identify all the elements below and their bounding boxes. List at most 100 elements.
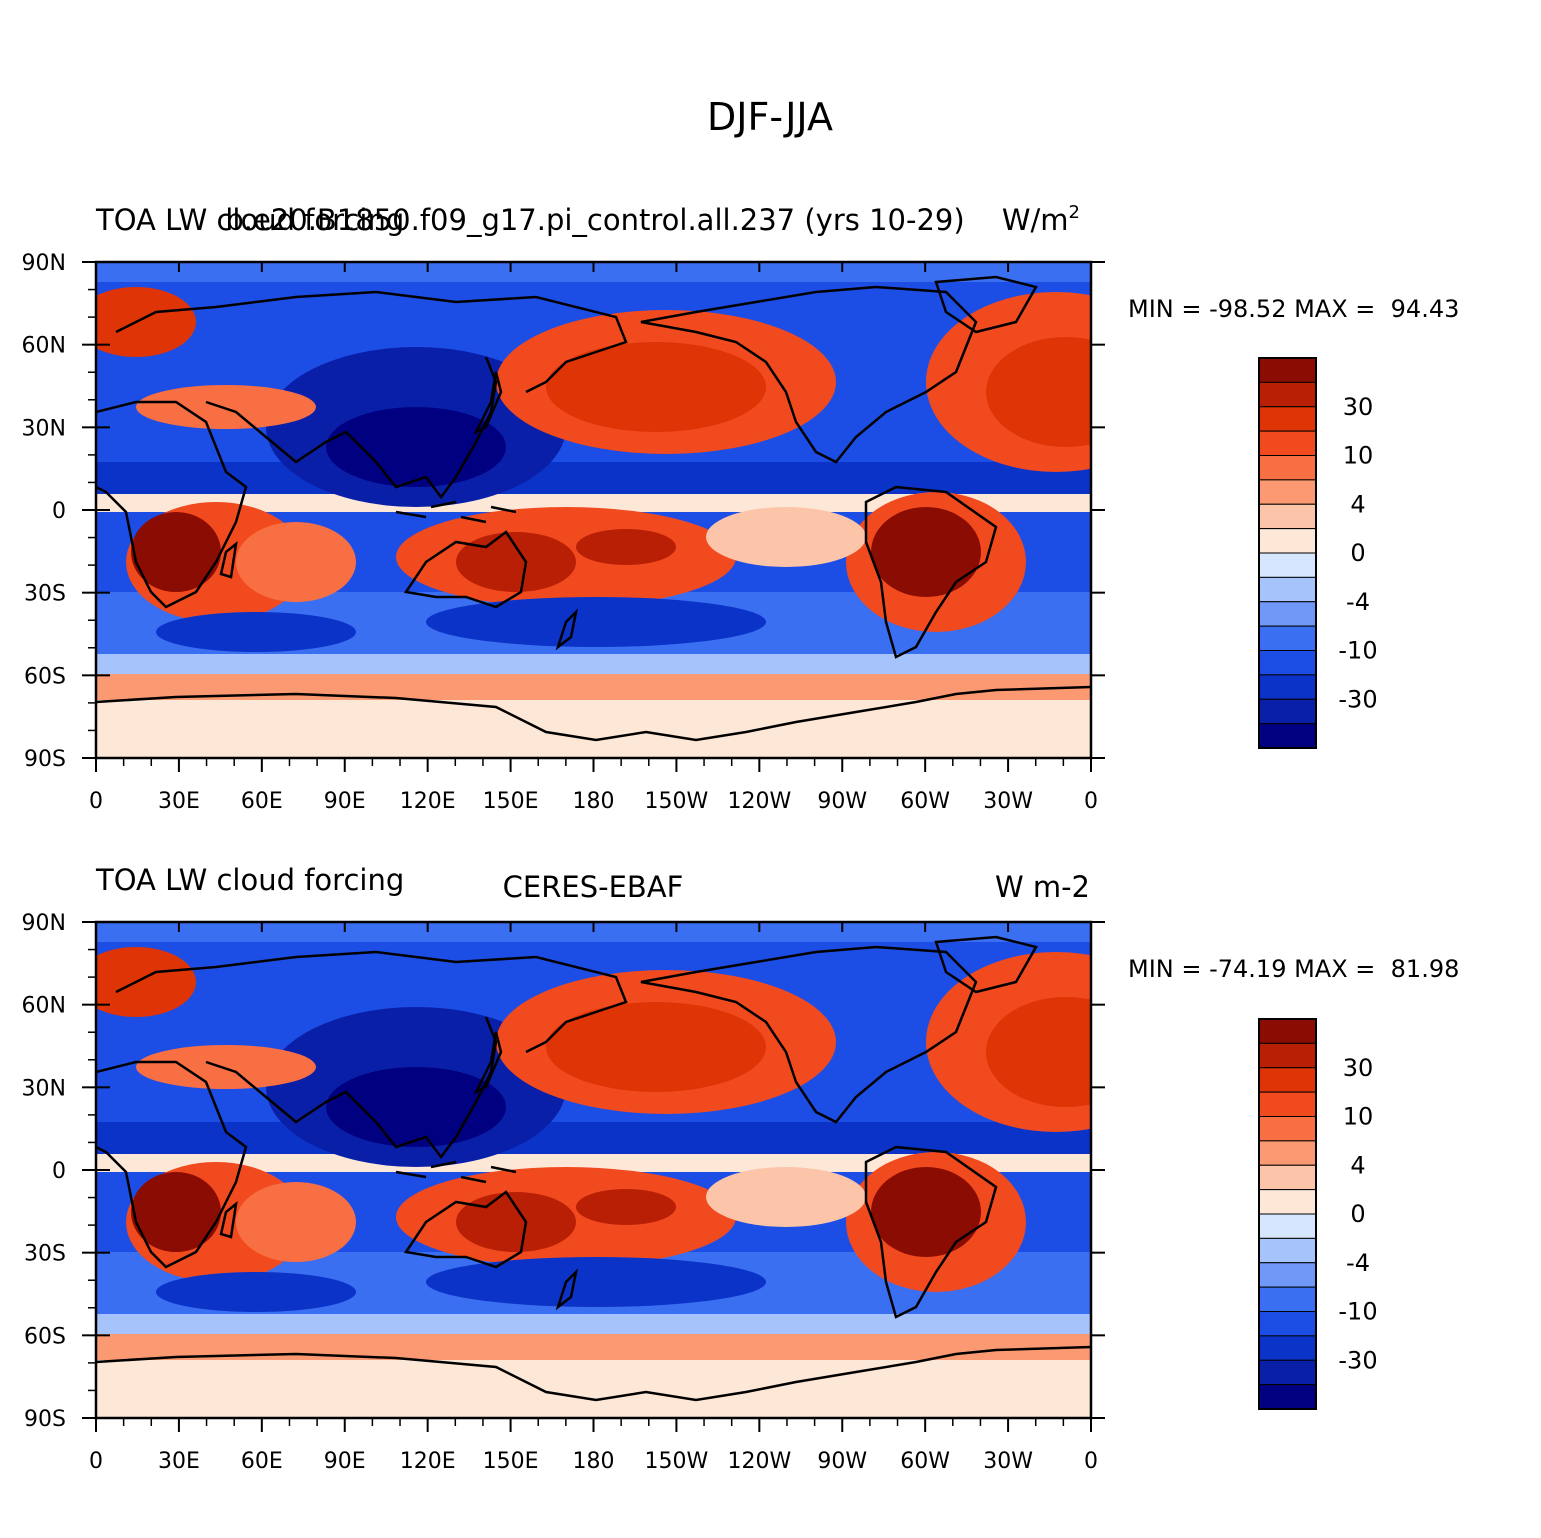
map-observations (96, 922, 1091, 1418)
x-tick-label: 0 (1084, 789, 1098, 814)
colorbar-box (1258, 1116, 1317, 1142)
x-tick-label: 120E (400, 1449, 456, 1474)
y-tick-label: 90N (22, 911, 66, 936)
x-tick-label: 0 (89, 789, 103, 814)
x-tick-label: 60E (241, 789, 283, 814)
x-tick-label: 150E (483, 789, 539, 814)
colorbar-label: 30 (1343, 1054, 1374, 1082)
y-tick-label: 90S (24, 1407, 66, 1432)
y-tick-label: 30S (24, 582, 66, 607)
colorbar-label: 0 (1350, 1200, 1365, 1228)
y-tick-label: 60S (24, 1324, 66, 1349)
panel-left-title: TOA LW cloud forcing (95, 863, 404, 897)
colorbar-box (1258, 455, 1317, 481)
colorbar-box (1258, 430, 1317, 456)
x-tick-label: 150W (645, 789, 709, 814)
panel-left-title: TOA LW cloud forcing (95, 203, 404, 237)
panel-observations: TOA LW cloud forcing CERES-EBAF W m-2 90… (22, 863, 1460, 1474)
y-tick-label: 30S (24, 1242, 66, 1267)
colorbar-box (1258, 1286, 1317, 1312)
colorbar-box (1258, 1237, 1317, 1264)
colorbar-box (1258, 503, 1317, 530)
colorbar-label: 10 (1343, 1103, 1374, 1131)
panel-center-title: CERES-EBAF (503, 870, 684, 904)
colorbar-box (1258, 1164, 1317, 1191)
x-tick-label: 0 (89, 1449, 103, 1474)
x-tick-label: 120W (727, 789, 791, 814)
colorbar-box (1258, 723, 1317, 749)
y-tick-label: 60N (22, 994, 66, 1019)
x-tick-label: 60W (900, 1449, 950, 1474)
x-tick-label: 0 (1084, 1449, 1098, 1474)
colorbar-label: 4 (1350, 490, 1365, 518)
panel-model: TOA LW cloud forcing b.e20.B1850.f09_g17… (22, 202, 1460, 814)
colorbar-box (1258, 698, 1317, 725)
figure-title: DJF-JJA (707, 95, 833, 139)
colorbar-label: 4 (1350, 1151, 1365, 1179)
colorbar-box (1258, 1335, 1317, 1361)
colorbar-label: -30 (1338, 685, 1377, 713)
x-tick-label: 60W (900, 789, 950, 814)
colorbar-box (1258, 1067, 1317, 1093)
colorbar-box (1258, 1018, 1317, 1044)
colorbar-label: -30 (1338, 1346, 1377, 1374)
colorbar-box (1258, 576, 1317, 603)
colorbar-label: 10 (1343, 442, 1374, 470)
colorbar: 30 10 4 0 -4 -10 -30 (1258, 357, 1378, 749)
colorbar-box (1258, 552, 1317, 578)
x-tick-label: 120W (727, 1449, 791, 1474)
colorbar-label: -10 (1338, 1298, 1377, 1326)
colorbar-box (1258, 357, 1317, 383)
x-tick-label: 30E (158, 1449, 200, 1474)
colorbar-label: 30 (1343, 393, 1374, 421)
colorbar-box (1258, 1311, 1317, 1337)
x-tick-label: 180 (573, 1449, 615, 1474)
colorbar-label: -4 (1346, 588, 1370, 616)
panel-center-title: b.e20.B1850.f09_g17.pi_control.all.237 (… (225, 203, 964, 237)
colorbar-box (1258, 528, 1317, 554)
map-model (96, 262, 1091, 758)
x-tick-label: 90W (817, 1449, 867, 1474)
colorbar-box (1258, 1262, 1317, 1288)
x-tick-label: 150W (645, 1449, 709, 1474)
x-tick-label: 120E (400, 789, 456, 814)
y-tick-label: 30N (22, 416, 66, 441)
y-tick-label: 30N (22, 1076, 66, 1101)
x-tick-label: 150E (483, 1449, 539, 1474)
x-tick-label: 30E (158, 789, 200, 814)
colorbar-box (1258, 1042, 1317, 1069)
panel-right-title: W m-2 (995, 870, 1090, 904)
colorbar-box (1258, 381, 1317, 408)
y-tick-label: 90S (24, 747, 66, 772)
colorbar-box (1258, 1140, 1317, 1166)
colorbar-box (1258, 479, 1317, 505)
colorbar-frame (1258, 357, 1317, 749)
x-tick-label: 90E (324, 789, 366, 814)
panel-right-title: W/m2 (1002, 202, 1080, 237)
colorbar-box (1258, 1213, 1317, 1239)
y-tick-label: 0 (52, 499, 66, 524)
x-tick-label: 60E (241, 1449, 283, 1474)
colorbar-box (1258, 1384, 1317, 1410)
map-axes: 90N 60N 30N 0 30S 60S 90S 0 30E 60E 90E 120E 150E 180… (22, 911, 1105, 1474)
colorbar-box (1258, 406, 1317, 432)
colorbar-label: -10 (1338, 637, 1377, 665)
colorbar-box (1258, 650, 1317, 676)
colorbar-box (1258, 625, 1317, 651)
x-tick-label: 180 (573, 789, 615, 814)
x-tick-label: 90W (817, 789, 867, 814)
y-tick-label: 60S (24, 664, 66, 689)
y-tick-label: 60N (22, 334, 66, 359)
colorbar-box (1258, 1091, 1317, 1117)
colorbar-label: 0 (1350, 539, 1365, 567)
colorbar: 30 10 4 0 -4 -10 -30 (1258, 1018, 1378, 1410)
colorbar-box (1258, 1359, 1317, 1386)
colorbar-label: -4 (1346, 1249, 1370, 1277)
y-tick-label: 0 (52, 1159, 66, 1184)
stats-text: MIN = -74.19 MAX = 81.98 (1128, 955, 1459, 983)
x-tick-label: 30W (983, 1449, 1033, 1474)
colorbar-box (1258, 674, 1317, 700)
x-tick-label: 90E (324, 1449, 366, 1474)
x-tick-label: 30W (983, 789, 1033, 814)
